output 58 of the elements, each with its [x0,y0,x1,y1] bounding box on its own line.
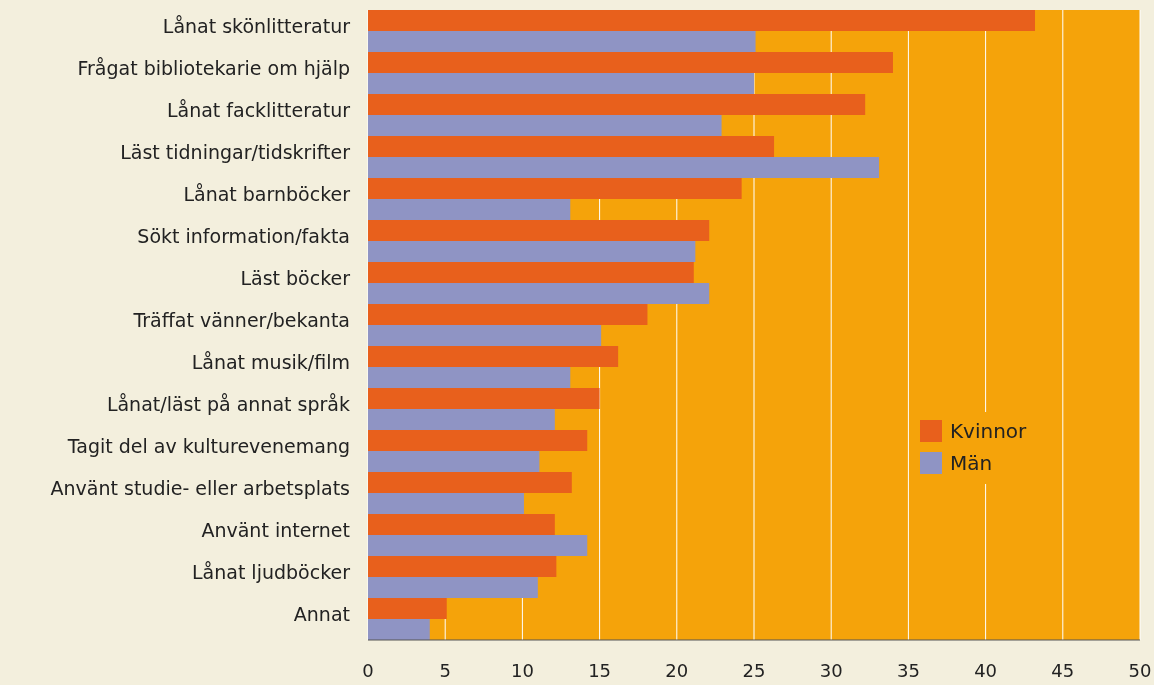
x-tick-label: 0 [362,660,374,681]
bar [368,451,540,472]
x-tick-label: 15 [588,660,612,681]
x-tick-label: 45 [1051,660,1075,681]
bar [368,136,775,157]
x-tick-label: 50 [1128,660,1152,681]
y-tick-label: Använt studie- eller arbetsplats [50,476,350,499]
bar [368,388,600,409]
bar [368,514,555,535]
y-tick-label: Träffat vänner/bekanta [132,308,350,331]
x-tick-label: 25 [742,660,766,681]
bar [368,346,619,367]
y-tick-label: Lånat facklitteratur [166,98,351,121]
y-tick-label: Lånat musik/film [191,350,350,373]
bar [368,10,1036,31]
y-tick-label: Lånat ljudböcker [191,560,351,583]
bar [368,598,447,619]
bar [368,178,742,199]
bar [368,577,538,598]
x-tick-label: 20 [665,660,689,681]
x-tick-label: 35 [896,660,920,681]
y-tick-label: Använt internet [201,518,350,541]
y-tick-label: Annat [293,602,350,625]
bar [368,262,694,283]
bar [368,430,588,451]
y-tick-label: Sökt information/fakta [137,224,350,247]
bar [368,115,722,136]
bar [368,409,555,430]
x-tick-label: 40 [974,660,998,681]
y-tick-label: Läst böcker [240,266,351,289]
bar [368,283,710,304]
bar [368,493,524,514]
bar [368,241,696,262]
bar [368,220,710,241]
bar [368,199,571,220]
bar [368,367,571,388]
bar [368,52,893,73]
bar [368,325,602,346]
y-tick-label: Lånat/läst på annat språk [106,392,350,415]
y-tick-label: Läst tidningar/tidskrifter [120,140,351,163]
bar [368,535,588,556]
bar [368,556,557,577]
x-tick-label: 10 [510,660,534,681]
y-tick-label: Tagit del av kulturevenemang [66,434,350,457]
legend-label: Män [950,450,993,475]
bar [368,619,430,640]
bar [368,73,754,94]
bar [368,94,866,115]
y-tick-label: Lånat barnböcker [183,182,351,205]
x-tick-label: 5 [439,660,451,681]
legend-label: Kvinnor [950,418,1028,443]
bar [368,31,756,52]
y-tick-label: Lånat skönlitteratur [162,14,351,37]
y-tick-label: Frågat bibliotekarie om hjälp [77,56,350,79]
x-tick-label: 30 [819,660,843,681]
bar [368,304,648,325]
bar [368,157,880,178]
bar [368,472,572,493]
